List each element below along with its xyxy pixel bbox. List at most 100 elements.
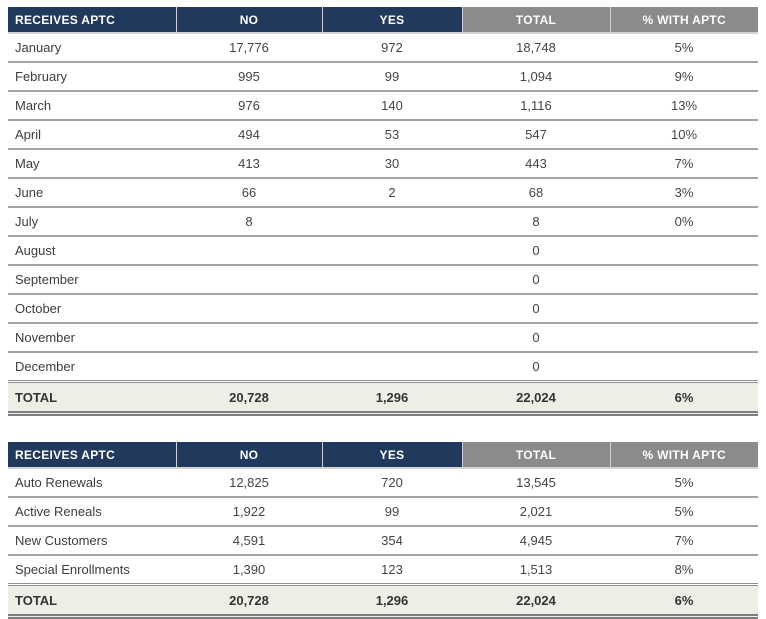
cell-yes bbox=[322, 323, 462, 353]
total-cell-no: 20,728 bbox=[176, 380, 322, 416]
row-label: May bbox=[8, 149, 176, 179]
total-cell-total: 22,024 bbox=[462, 583, 610, 619]
cell-no: 413 bbox=[176, 149, 322, 179]
table-row: April 494 53 547 10% bbox=[8, 120, 758, 150]
cell-total: 2,021 bbox=[462, 497, 610, 527]
cell-no: 976 bbox=[176, 91, 322, 121]
cell-total: 0 bbox=[462, 236, 610, 266]
monthly-table-body: January 17,776 972 18,748 5% February 995 99 1,0… bbox=[8, 33, 758, 416]
cell-no: 1,390 bbox=[176, 555, 322, 586]
row-label: December bbox=[8, 352, 176, 383]
cell-total: 1,116 bbox=[462, 91, 610, 121]
table-row: June 66 2 68 3% bbox=[8, 178, 758, 208]
cell-no bbox=[176, 265, 322, 295]
cell-yes: 140 bbox=[322, 91, 462, 121]
column-header-receives-aptc: RECEIVES APTC bbox=[8, 7, 176, 34]
cell-total: 0 bbox=[462, 265, 610, 295]
table-row: May 413 30 443 7% bbox=[8, 149, 758, 179]
cell-no: 494 bbox=[176, 120, 322, 150]
cell-percent bbox=[610, 236, 758, 266]
table-row: August 0 bbox=[8, 236, 758, 266]
row-label: June bbox=[8, 178, 176, 208]
cell-yes: 30 bbox=[322, 149, 462, 179]
cell-no: 12,825 bbox=[176, 468, 322, 498]
cell-percent bbox=[610, 323, 758, 353]
total-cell-yes: 1,296 bbox=[322, 380, 462, 416]
column-header-no: NO bbox=[175, 7, 322, 34]
total-row: TOTAL 20,728 1,296 22,024 6% bbox=[8, 380, 758, 416]
table-row: New Customers 4,591 354 4,945 7% bbox=[8, 526, 758, 556]
cell-yes: 99 bbox=[322, 497, 462, 527]
table-row: July 8 8 0% bbox=[8, 207, 758, 237]
cell-percent: 5% bbox=[610, 468, 758, 498]
cell-total: 0 bbox=[462, 352, 610, 383]
row-label: Special Enrollments bbox=[8, 555, 176, 586]
column-header-percent-with-aptc: % WITH APTC bbox=[609, 7, 758, 34]
row-label: October bbox=[8, 294, 176, 324]
cell-no bbox=[176, 352, 322, 383]
cell-yes bbox=[322, 236, 462, 266]
cell-no: 1,922 bbox=[176, 497, 322, 527]
table-row: November 0 bbox=[8, 323, 758, 353]
table-row: Auto Renewals 12,825 720 13,545 5% bbox=[8, 468, 758, 498]
cell-total: 4,945 bbox=[462, 526, 610, 556]
row-label: April bbox=[8, 120, 176, 150]
total-cell-percent: 6% bbox=[610, 583, 758, 619]
row-label: New Customers bbox=[8, 526, 176, 556]
cell-percent bbox=[610, 352, 758, 383]
cell-no: 17,776 bbox=[176, 33, 322, 63]
cell-yes: 123 bbox=[322, 555, 462, 586]
total-cell-percent: 6% bbox=[610, 380, 758, 416]
cell-total: 18,748 bbox=[462, 33, 610, 63]
header-row: RECEIVES APTC NO YES TOTAL% WITH APTC bbox=[8, 442, 758, 469]
table-row: March 976 140 1,116 13% bbox=[8, 91, 758, 121]
column-header-total: TOTAL bbox=[461, 7, 610, 34]
cell-percent: 7% bbox=[610, 526, 758, 556]
table-row: Special Enrollments 1,390 123 1,513 8% bbox=[8, 555, 758, 586]
cell-total: 0 bbox=[462, 323, 610, 353]
row-label: Active Reneals bbox=[8, 497, 176, 527]
cell-no bbox=[176, 323, 322, 353]
cell-no: 4,591 bbox=[176, 526, 322, 556]
cell-percent bbox=[610, 265, 758, 295]
total-row-label: TOTAL bbox=[8, 380, 176, 416]
cell-total: 13,545 bbox=[462, 468, 610, 498]
monthly-aptc-table: RECEIVES APTC NO YES TOTAL% WITH APTC Janua… bbox=[8, 7, 758, 416]
cell-percent bbox=[610, 294, 758, 324]
enrollment-table-body: Auto Renewals 12,825 720 13,545 5% Active Ren… bbox=[8, 468, 758, 619]
row-label: November bbox=[8, 323, 176, 353]
cell-total: 8 bbox=[462, 207, 610, 237]
cell-percent: 13% bbox=[610, 91, 758, 121]
total-cell-no: 20,728 bbox=[176, 583, 322, 619]
cell-yes: 2 bbox=[322, 178, 462, 208]
table-row: September 0 bbox=[8, 265, 758, 295]
table-row: October 0 bbox=[8, 294, 758, 324]
row-label: July bbox=[8, 207, 176, 237]
monthly-table-header: RECEIVES APTC NO YES TOTAL% WITH APTC bbox=[8, 7, 758, 34]
cell-no bbox=[176, 236, 322, 266]
cell-no: 8 bbox=[176, 207, 322, 237]
cell-percent: 8% bbox=[610, 555, 758, 586]
cell-total: 443 bbox=[462, 149, 610, 179]
row-label: August bbox=[8, 236, 176, 266]
cell-total: 547 bbox=[462, 120, 610, 150]
cell-yes bbox=[322, 207, 462, 237]
row-label: March bbox=[8, 91, 176, 121]
cell-yes: 99 bbox=[322, 62, 462, 92]
cell-no: 995 bbox=[176, 62, 322, 92]
column-header-receives-aptc: RECEIVES APTC bbox=[8, 442, 176, 469]
cell-percent: 5% bbox=[610, 33, 758, 63]
total-row-label: TOTAL bbox=[8, 583, 176, 619]
column-header-no: NO bbox=[175, 442, 322, 469]
cell-percent: 0% bbox=[610, 207, 758, 237]
cell-percent: 9% bbox=[610, 62, 758, 92]
table-row: December 0 bbox=[8, 352, 758, 383]
column-header-yes: YES bbox=[321, 7, 462, 34]
enrollment-table-header: RECEIVES APTC NO YES TOTAL% WITH APTC bbox=[8, 442, 758, 469]
row-label: September bbox=[8, 265, 176, 295]
total-cell-yes: 1,296 bbox=[322, 583, 462, 619]
cell-no: 66 bbox=[176, 178, 322, 208]
cell-total: 68 bbox=[462, 178, 610, 208]
row-label: Auto Renewals bbox=[8, 468, 176, 498]
